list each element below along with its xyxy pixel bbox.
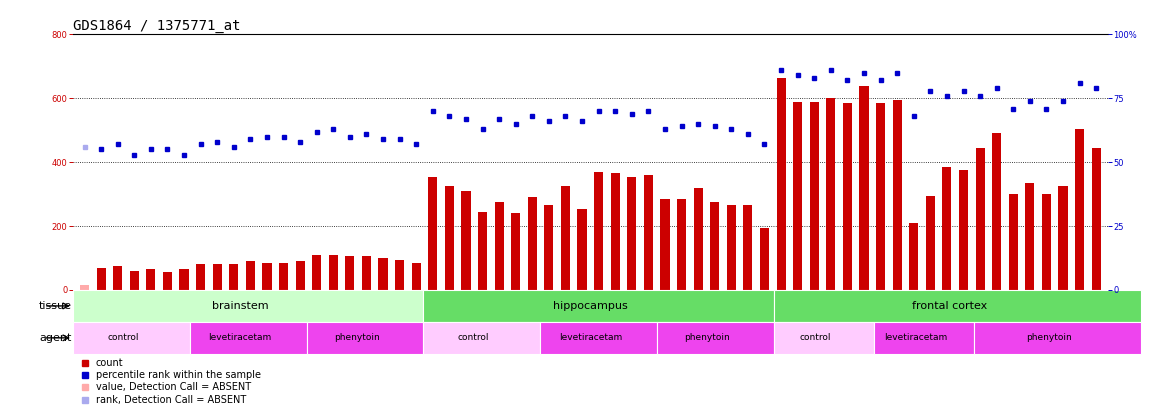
Text: control: control: [457, 333, 489, 342]
Bar: [428, 177, 437, 290]
Bar: [793, 102, 802, 290]
Text: rank, Detection Call = ABSENT: rank, Detection Call = ABSENT: [95, 394, 246, 405]
Bar: [423, 290, 774, 322]
Text: phenytoin: phenytoin: [684, 333, 730, 342]
Bar: [461, 191, 470, 290]
Bar: [213, 264, 222, 290]
Bar: [776, 77, 786, 290]
Bar: [180, 269, 188, 290]
Bar: [80, 285, 89, 290]
Text: phenytoin: phenytoin: [1027, 333, 1073, 342]
Bar: [295, 261, 305, 290]
Bar: [229, 264, 239, 290]
Text: tissue: tissue: [39, 301, 72, 311]
Bar: [974, 322, 1141, 354]
Bar: [246, 261, 255, 290]
Text: levetiracetam: levetiracetam: [559, 333, 622, 342]
Bar: [1058, 186, 1068, 290]
Text: control: control: [800, 333, 831, 342]
Bar: [1091, 148, 1101, 290]
Bar: [362, 256, 370, 290]
Text: levetiracetam: levetiracetam: [208, 333, 272, 342]
Bar: [96, 268, 106, 290]
Bar: [279, 263, 288, 290]
Bar: [189, 322, 307, 354]
Bar: [909, 223, 918, 290]
Bar: [594, 172, 603, 290]
Bar: [445, 186, 454, 290]
Text: control: control: [107, 333, 139, 342]
Bar: [312, 255, 321, 290]
Bar: [196, 264, 205, 290]
Bar: [1009, 194, 1017, 290]
Bar: [577, 209, 587, 290]
Text: phenytoin: phenytoin: [334, 333, 380, 342]
Bar: [774, 322, 874, 354]
Bar: [113, 266, 122, 290]
Bar: [73, 322, 189, 354]
Bar: [926, 196, 935, 290]
Bar: [743, 205, 753, 290]
Bar: [495, 202, 503, 290]
Bar: [477, 212, 487, 290]
Text: frontal cortex: frontal cortex: [911, 301, 987, 311]
Bar: [727, 205, 736, 290]
Bar: [860, 85, 869, 290]
Bar: [942, 167, 951, 290]
Bar: [993, 133, 1001, 290]
Bar: [876, 103, 886, 290]
Bar: [346, 256, 354, 290]
Bar: [129, 271, 139, 290]
Bar: [73, 290, 423, 322]
Bar: [329, 255, 338, 290]
Bar: [774, 290, 1141, 322]
Text: brainstem: brainstem: [212, 301, 268, 311]
Bar: [843, 103, 851, 290]
Bar: [512, 213, 520, 290]
Text: GDS1864 / 1375771_at: GDS1864 / 1375771_at: [73, 19, 240, 33]
Bar: [627, 177, 636, 290]
Bar: [810, 102, 818, 290]
Bar: [307, 322, 423, 354]
Bar: [163, 273, 172, 290]
Bar: [643, 175, 653, 290]
Bar: [528, 197, 537, 290]
Bar: [1042, 194, 1051, 290]
Bar: [710, 202, 720, 290]
Bar: [262, 263, 272, 290]
Bar: [379, 258, 388, 290]
Bar: [423, 322, 540, 354]
Bar: [760, 228, 769, 290]
Bar: [1075, 129, 1084, 290]
Bar: [657, 322, 774, 354]
Bar: [395, 260, 405, 290]
Bar: [1025, 183, 1035, 290]
Text: percentile rank within the sample: percentile rank within the sample: [95, 370, 261, 380]
Text: hippocampus: hippocampus: [553, 301, 628, 311]
Text: levetiracetam: levetiracetam: [884, 333, 948, 342]
Text: agent: agent: [40, 333, 72, 343]
Bar: [677, 199, 686, 290]
Text: count: count: [95, 358, 123, 368]
Bar: [958, 170, 968, 290]
Bar: [893, 100, 902, 290]
Bar: [561, 186, 570, 290]
Bar: [540, 322, 657, 354]
Bar: [976, 148, 984, 290]
Bar: [146, 269, 155, 290]
Bar: [544, 205, 554, 290]
Bar: [610, 173, 620, 290]
Bar: [827, 98, 835, 290]
Bar: [694, 188, 703, 290]
Bar: [661, 199, 669, 290]
Bar: [874, 322, 974, 354]
Bar: [412, 263, 421, 290]
Text: value, Detection Call = ABSENT: value, Detection Call = ABSENT: [95, 382, 250, 392]
